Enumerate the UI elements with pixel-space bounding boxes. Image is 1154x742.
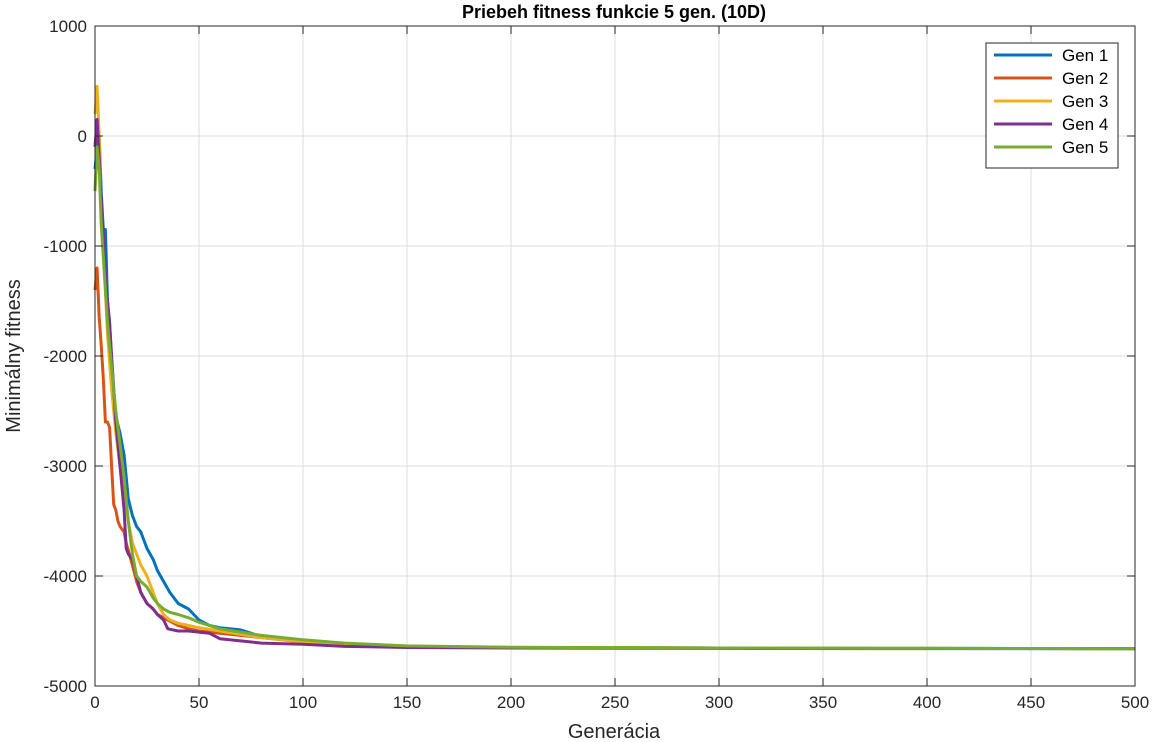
y-tick-label: -5000 [44,677,87,696]
x-tick-label: 500 [1121,693,1149,712]
y-tick-label: 0 [78,127,87,146]
x-tick-label: 0 [90,693,99,712]
legend-label: Gen 3 [1062,92,1108,111]
legend-label: Gen 4 [1062,115,1108,134]
x-tick-label: 300 [705,693,733,712]
legend-label: Gen 2 [1062,69,1108,88]
y-axis-label: Minimálny fitness [3,279,25,432]
series-line-gen-5 [93,145,1136,651]
legend-label: Gen 5 [1062,138,1108,157]
chart-title: Priebeh fitness funkcie 5 gen. (10D) [462,2,766,22]
legend-label: Gen 1 [1062,46,1108,65]
x-tick-label: 100 [289,693,317,712]
x-tick-label: 150 [393,693,421,712]
y-tick-label: 1000 [49,17,87,36]
x-axis-ticks: 0 50 100 150 200 250 300 350 400 450 500 [90,26,1149,712]
x-tick-label: 400 [913,693,941,712]
x-tick-label: 250 [601,693,629,712]
x-tick-label: 200 [497,693,525,712]
y-tick-label: -4000 [44,567,87,586]
x-tick-label: 50 [190,693,209,712]
x-axis-label: Generácia [568,721,661,742]
x-tick-label: 350 [809,693,837,712]
legend: Gen 1 Gen 2 Gen 3 Gen 4 Gen 5 [985,42,1119,169]
y-tick-label: -3000 [44,457,87,476]
x-tick-label: 450 [1017,693,1045,712]
y-tick-label: -2000 [44,347,87,366]
y-tick-label: -1000 [44,237,87,256]
series-lines [93,85,1136,651]
y-axis-ticks: 1000 0 -1000 -2000 -3000 -4000 -5000 [44,17,1135,696]
